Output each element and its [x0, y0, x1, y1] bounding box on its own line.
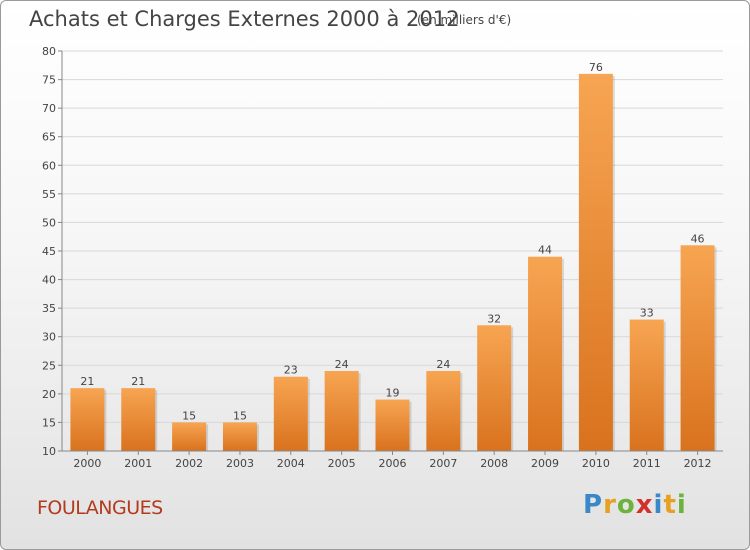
y-tick-label: 30: [42, 331, 56, 344]
y-tick-label: 50: [42, 216, 56, 229]
bar: [375, 399, 410, 451]
bars: [70, 73, 717, 451]
bar: [222, 422, 257, 451]
bar: [680, 245, 715, 451]
x-tick-label: 2010: [582, 457, 610, 470]
bar: [426, 371, 461, 451]
y-tick-label: 70: [42, 102, 56, 115]
data-label: 23: [284, 364, 298, 377]
bar: [477, 325, 512, 451]
data-label: 24: [436, 358, 450, 371]
data-label: 46: [691, 232, 705, 245]
bar: [528, 256, 563, 451]
y-tick-label: 20: [42, 388, 56, 401]
data-label: 33: [640, 307, 654, 320]
chart-subtitle: (en milliers d'€): [417, 13, 512, 27]
commune-name: FOULANGUES: [37, 497, 163, 519]
bar: [172, 422, 207, 451]
data-label: 44: [538, 244, 552, 257]
x-tick-label: 2009: [531, 457, 559, 470]
x-tick-label: 2004: [277, 457, 305, 470]
x-tick-label: 2001: [124, 457, 152, 470]
labels: 10 15 20 25 30 35 40 45 50 55 60 65 70 75 80 21 2000 21 20…: [42, 45, 712, 470]
y-tick-label: 75: [42, 74, 56, 87]
data-label: 21: [131, 375, 145, 388]
data-label: 76: [589, 61, 603, 74]
bar: [121, 388, 156, 451]
x-tick-label: 2000: [73, 457, 101, 470]
x-tick-label: 2003: [226, 457, 254, 470]
x-tick-label: 2006: [379, 457, 407, 470]
data-label: 32: [487, 312, 501, 325]
x-tick-label: 2005: [328, 457, 356, 470]
bar: [273, 376, 308, 451]
bar: [578, 73, 613, 451]
y-tick-label: 35: [42, 302, 56, 315]
x-tick-label: 2012: [684, 457, 712, 470]
data-label: 15: [182, 409, 196, 422]
bar: [629, 319, 664, 451]
y-tick-label: 40: [42, 274, 56, 287]
proxiti-logo: Proxiti: [583, 490, 687, 520]
y-tick-label: 80: [42, 45, 56, 58]
data-label: 21: [80, 375, 94, 388]
y-tick-label: 25: [42, 359, 56, 372]
y-tick-label: 55: [42, 188, 56, 201]
chart-title: Achats et Charges Externes 2000 à 2012: [29, 7, 460, 31]
y-tick-label: 10: [42, 445, 56, 458]
x-tick-label: 2002: [175, 457, 203, 470]
y-tick-label: 65: [42, 131, 56, 144]
data-label: 15: [233, 409, 247, 422]
bar: [324, 371, 359, 451]
y-tick-label: 60: [42, 159, 56, 172]
data-label: 19: [386, 387, 400, 400]
x-tick-label: 2007: [429, 457, 457, 470]
data-label: 24: [335, 358, 349, 371]
y-tick-label: 15: [42, 416, 56, 429]
axes: [58, 50, 723, 455]
x-tick-label: 2011: [633, 457, 661, 470]
y-tick-label: 45: [42, 245, 56, 258]
bar: [70, 388, 105, 451]
x-tick-label: 2008: [480, 457, 508, 470]
